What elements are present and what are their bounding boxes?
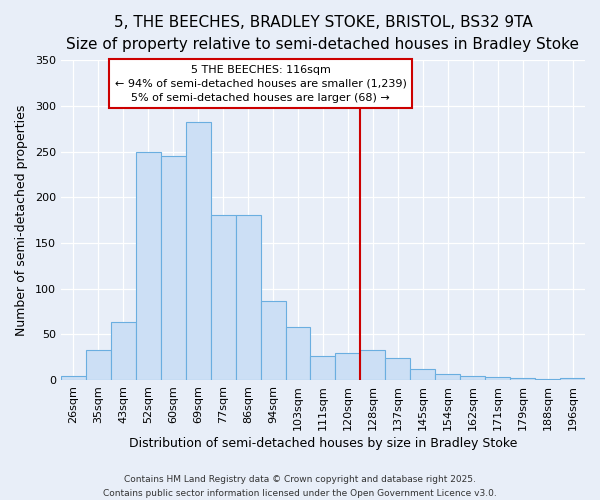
Bar xyxy=(560,378,585,380)
Bar xyxy=(335,353,361,380)
Bar xyxy=(385,358,410,380)
Bar xyxy=(136,152,161,380)
Bar xyxy=(361,350,385,380)
Bar xyxy=(510,378,535,380)
Bar xyxy=(86,350,111,380)
X-axis label: Distribution of semi-detached houses by size in Bradley Stoke: Distribution of semi-detached houses by … xyxy=(129,437,517,450)
Bar xyxy=(286,327,310,380)
Bar xyxy=(460,376,485,380)
Bar xyxy=(211,215,236,380)
Bar xyxy=(260,300,286,380)
Bar xyxy=(485,378,510,380)
Bar xyxy=(111,322,136,380)
Bar xyxy=(161,156,186,380)
Bar xyxy=(410,369,435,380)
Y-axis label: Number of semi-detached properties: Number of semi-detached properties xyxy=(15,104,28,336)
Bar xyxy=(435,374,460,380)
Title: 5, THE BEECHES, BRADLEY STOKE, BRISTOL, BS32 9TA
Size of property relative to se: 5, THE BEECHES, BRADLEY STOKE, BRISTOL, … xyxy=(67,15,580,52)
Bar xyxy=(186,122,211,380)
Text: Contains HM Land Registry data © Crown copyright and database right 2025.
Contai: Contains HM Land Registry data © Crown c… xyxy=(103,476,497,498)
Bar xyxy=(236,215,260,380)
Bar xyxy=(310,356,335,380)
Text: 5 THE BEECHES: 116sqm
← 94% of semi-detached houses are smaller (1,239)
5% of se: 5 THE BEECHES: 116sqm ← 94% of semi-deta… xyxy=(115,65,407,103)
Bar xyxy=(61,376,86,380)
